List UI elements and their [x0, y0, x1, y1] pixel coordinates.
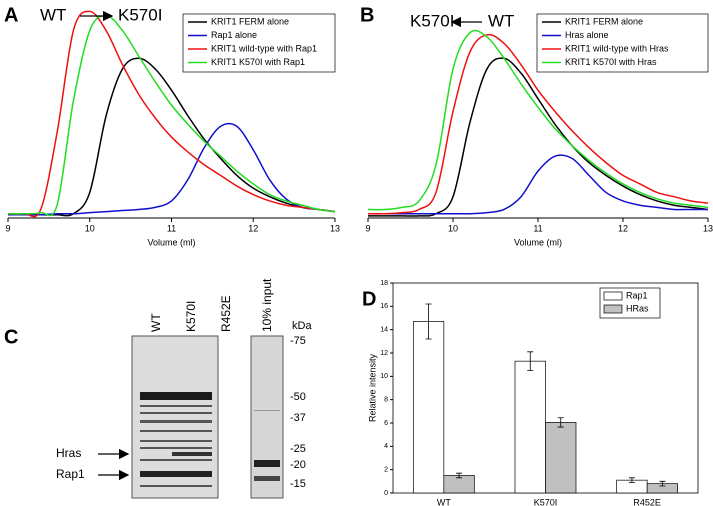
legend-swatch	[603, 304, 623, 314]
line-series	[367, 33, 709, 215]
y-tick-label: 6	[384, 420, 388, 427]
legend-label: Rap1 alone	[211, 30, 257, 40]
x-tick-label: 13	[703, 223, 713, 233]
annotation: WT	[488, 11, 514, 30]
line-series	[7, 10, 336, 218]
x-tick-label: 12	[248, 223, 258, 233]
legend-swatch	[603, 291, 623, 301]
y-tick-label: 4	[384, 443, 388, 450]
gel-image	[131, 335, 284, 499]
legend-label: HRas	[626, 303, 649, 313]
legend-label: KRIT1 wild-type with Rap1	[211, 43, 317, 53]
annotation: K570I	[410, 11, 454, 30]
x-tick-label: 11	[533, 223, 542, 233]
x-tick-label: 9	[365, 223, 370, 233]
legend-label: KRIT1 wild-type with Hras	[565, 43, 669, 53]
bar	[514, 360, 546, 494]
y-tick-label: 18	[380, 280, 388, 287]
x-tick-label: K570I	[534, 497, 558, 506]
y-tick-label: 2	[384, 467, 388, 474]
annotation: K570I	[118, 5, 162, 24]
error-bar	[425, 303, 432, 340]
x-tick-label: 11	[167, 223, 176, 233]
x-tick-label: 12	[618, 223, 628, 233]
x-tick-label: 9	[5, 223, 10, 233]
legend-label: KRIT1 FERM alone	[211, 16, 289, 26]
marker-label: -25	[290, 443, 306, 455]
error-bar	[527, 351, 534, 371]
lane-label: R452E	[219, 295, 233, 332]
panel-label: B	[360, 4, 374, 26]
y-tick-label: 8	[384, 397, 388, 404]
x-tick-label: 13	[330, 223, 340, 233]
bar	[545, 422, 577, 494]
legend-box	[536, 13, 709, 73]
legend-label: Hras alone	[565, 30, 609, 40]
y-axis-label: Relative intensity	[367, 353, 377, 422]
marker-label: -15	[290, 478, 306, 490]
x-tick-label: R452E	[633, 497, 661, 506]
marker-label: -50	[290, 391, 306, 403]
unit-label: kDa	[292, 320, 312, 332]
line-series	[368, 57, 709, 217]
error-bar	[659, 480, 666, 487]
x-axis-label: Volume (ml)	[147, 237, 195, 247]
legend-box	[182, 13, 336, 73]
line-series	[368, 154, 708, 215]
marker-label: -20	[290, 459, 306, 471]
panel-label: A	[4, 4, 18, 26]
line-series	[8, 57, 336, 217]
marker-label: -37	[290, 412, 306, 424]
error-bar	[456, 472, 463, 479]
legend-label: KRIT1 K570I with Rap1	[211, 57, 305, 67]
line-series	[7, 14, 336, 217]
lane-label: 10% input	[260, 278, 274, 332]
x-tick-label: 10	[448, 223, 458, 233]
x-axis-label: Volume (ml)	[514, 237, 562, 247]
line-series	[8, 122, 336, 216]
y-tick-label: 0	[384, 490, 388, 497]
error-bar	[628, 477, 635, 483]
y-tick-label: 10	[380, 373, 388, 380]
marker-label: -75	[290, 335, 306, 347]
band-label: Hras	[56, 446, 81, 460]
lane-label: K570I	[184, 301, 198, 332]
line-series	[367, 29, 709, 211]
legend-label: Rap1	[626, 290, 648, 300]
y-tick-label: 14	[380, 327, 388, 334]
bar	[412, 321, 445, 494]
error-bar	[557, 417, 564, 428]
annotation: WT	[40, 5, 66, 24]
y-tick-label: 12	[380, 350, 388, 357]
band-label: Rap1	[56, 467, 85, 481]
x-tick-label: WT	[437, 497, 451, 506]
legend-label: KRIT1 K570I with Hras	[565, 57, 657, 67]
x-tick-label: 10	[85, 223, 95, 233]
legend-label: KRIT1 FERM alone	[565, 16, 643, 26]
panel-label: D	[362, 288, 376, 310]
y-tick-label: 16	[380, 303, 388, 310]
panel-label: C	[4, 326, 18, 348]
lane-label: WT	[149, 313, 163, 332]
